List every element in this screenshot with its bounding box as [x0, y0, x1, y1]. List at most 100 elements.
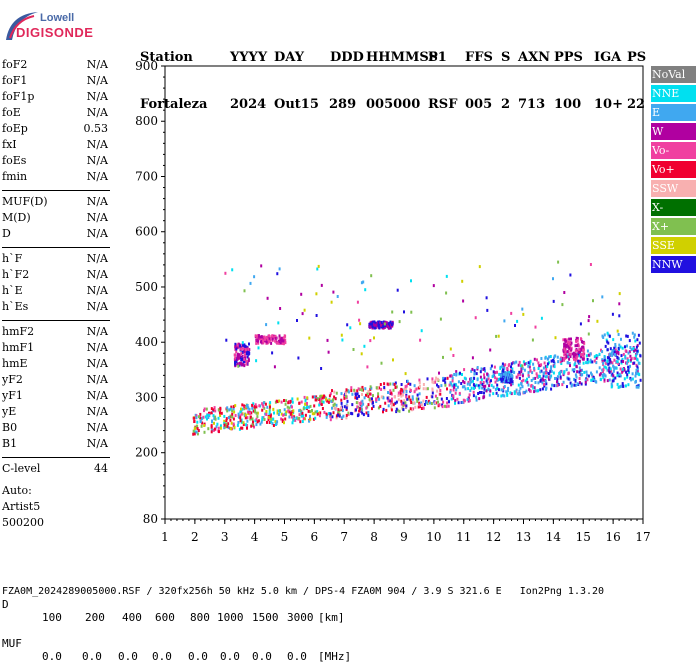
echo-point [247, 347, 250, 351]
echo-point [263, 335, 266, 339]
echo-point [418, 403, 421, 407]
echo-point [387, 391, 389, 394]
echo-point [466, 398, 469, 402]
echo-point [511, 382, 514, 386]
echo-point [296, 397, 299, 401]
echo-point [620, 361, 623, 365]
echo-point [631, 372, 634, 376]
echo-point [548, 377, 550, 381]
echo-point [405, 395, 408, 399]
echo-point [469, 389, 472, 393]
echo-point [568, 337, 571, 341]
echo-point [485, 389, 488, 393]
echo-point [423, 403, 426, 406]
echo-point [534, 389, 537, 393]
echo-point [623, 368, 626, 372]
echo-point [325, 415, 328, 419]
echo-point [534, 325, 537, 329]
echo-point [497, 377, 500, 381]
echo-point [616, 374, 619, 378]
echo-point [601, 368, 604, 372]
param-row: D N/A [2, 227, 110, 243]
echo-point [530, 384, 533, 388]
echo-point [341, 416, 344, 420]
echo-point [510, 377, 512, 381]
y-tick-label: 600 [135, 225, 158, 239]
header-label: DAY [274, 50, 304, 65]
echo-point [336, 295, 339, 298]
echo-point [273, 411, 275, 415]
echo-point [610, 351, 613, 355]
echo-point [234, 362, 237, 366]
echo-point [553, 361, 556, 365]
echo-point [540, 316, 543, 320]
param-name: fxI [2, 138, 17, 151]
echo-point [553, 384, 556, 388]
echo-point [621, 382, 624, 386]
echo-point [345, 416, 348, 420]
param-name: h`F [2, 252, 23, 265]
echo-point [279, 307, 282, 310]
y-tick-label: 800 [135, 114, 158, 128]
echo-point [234, 342, 237, 346]
echo-point [327, 350, 330, 354]
echo-point [243, 353, 246, 357]
echo-point [622, 360, 625, 363]
echo-point [637, 385, 640, 389]
echo-point [265, 340, 268, 344]
echo-point [518, 389, 521, 393]
echo-point [203, 430, 206, 434]
header-value: 005 [465, 97, 493, 112]
echo-point [542, 366, 545, 370]
echo-point [601, 373, 604, 377]
echo-point [510, 362, 513, 366]
echo-point [545, 375, 548, 379]
echo-point [461, 401, 464, 404]
echo-point [403, 399, 406, 403]
echo-point [404, 401, 407, 405]
echo-point [450, 374, 453, 378]
echo-point [506, 367, 509, 370]
echo-point [603, 333, 606, 337]
echo-point [431, 391, 434, 395]
y-tick-label: 300 [135, 390, 158, 404]
echo-point [280, 417, 283, 421]
header-label: FFS [465, 50, 493, 65]
echo-point [580, 355, 583, 359]
echo-point [267, 339, 270, 343]
echo-point [352, 348, 355, 351]
echo-point [470, 380, 473, 384]
echo-point [595, 354, 598, 357]
echo-point [483, 373, 485, 377]
echo-point [327, 400, 330, 404]
param-name: h`F2 [2, 268, 30, 281]
echo-point [553, 365, 556, 369]
echo-point [360, 281, 363, 285]
echo-point [529, 359, 532, 363]
echo-point [574, 373, 577, 377]
echo-point [245, 359, 248, 363]
echo-point [487, 374, 490, 378]
echo-point [382, 326, 385, 330]
echo-point [255, 417, 258, 421]
echo-point [445, 397, 448, 400]
echo-point [618, 292, 621, 296]
echo-point [378, 321, 381, 325]
echo-point [246, 355, 249, 359]
logo-line1: Lowell [40, 12, 75, 24]
echo-point [637, 333, 640, 337]
echo-point [217, 408, 220, 412]
echo-point [346, 389, 349, 393]
x-tick-label: 5 [281, 530, 289, 544]
echo-point [441, 403, 444, 407]
echo-point [472, 390, 475, 394]
echo-point [560, 362, 563, 365]
x-tick-label: 17 [635, 530, 650, 544]
echo-point [246, 352, 248, 356]
header-value: 100 [554, 97, 582, 112]
echo-point [234, 414, 237, 417]
echo-point [362, 280, 365, 284]
echo-point [291, 421, 294, 425]
echo-point [356, 389, 359, 393]
echo-point [236, 346, 239, 350]
